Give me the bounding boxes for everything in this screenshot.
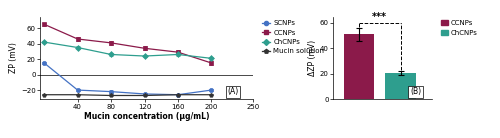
Legend: CCNPs, ChCNPs: CCNPs, ChCNPs	[440, 20, 477, 36]
Bar	[386, 73, 416, 99]
Text: ***: ***	[372, 12, 388, 22]
Text: (A): (A)	[228, 87, 239, 96]
Legend: SCNPs, CCNPs, ChCNPs, Mucin solution: SCNPs, CCNPs, ChCNPs, Mucin solution	[262, 20, 324, 55]
X-axis label: Mucin concentration (μg/mL): Mucin concentration (μg/mL)	[84, 112, 210, 121]
Bar	[344, 34, 374, 99]
Text: (B): (B)	[410, 87, 421, 96]
Y-axis label: ΔZP (mV): ΔZP (mV)	[308, 40, 316, 76]
Y-axis label: ZP (mV): ZP (mV)	[10, 43, 18, 73]
